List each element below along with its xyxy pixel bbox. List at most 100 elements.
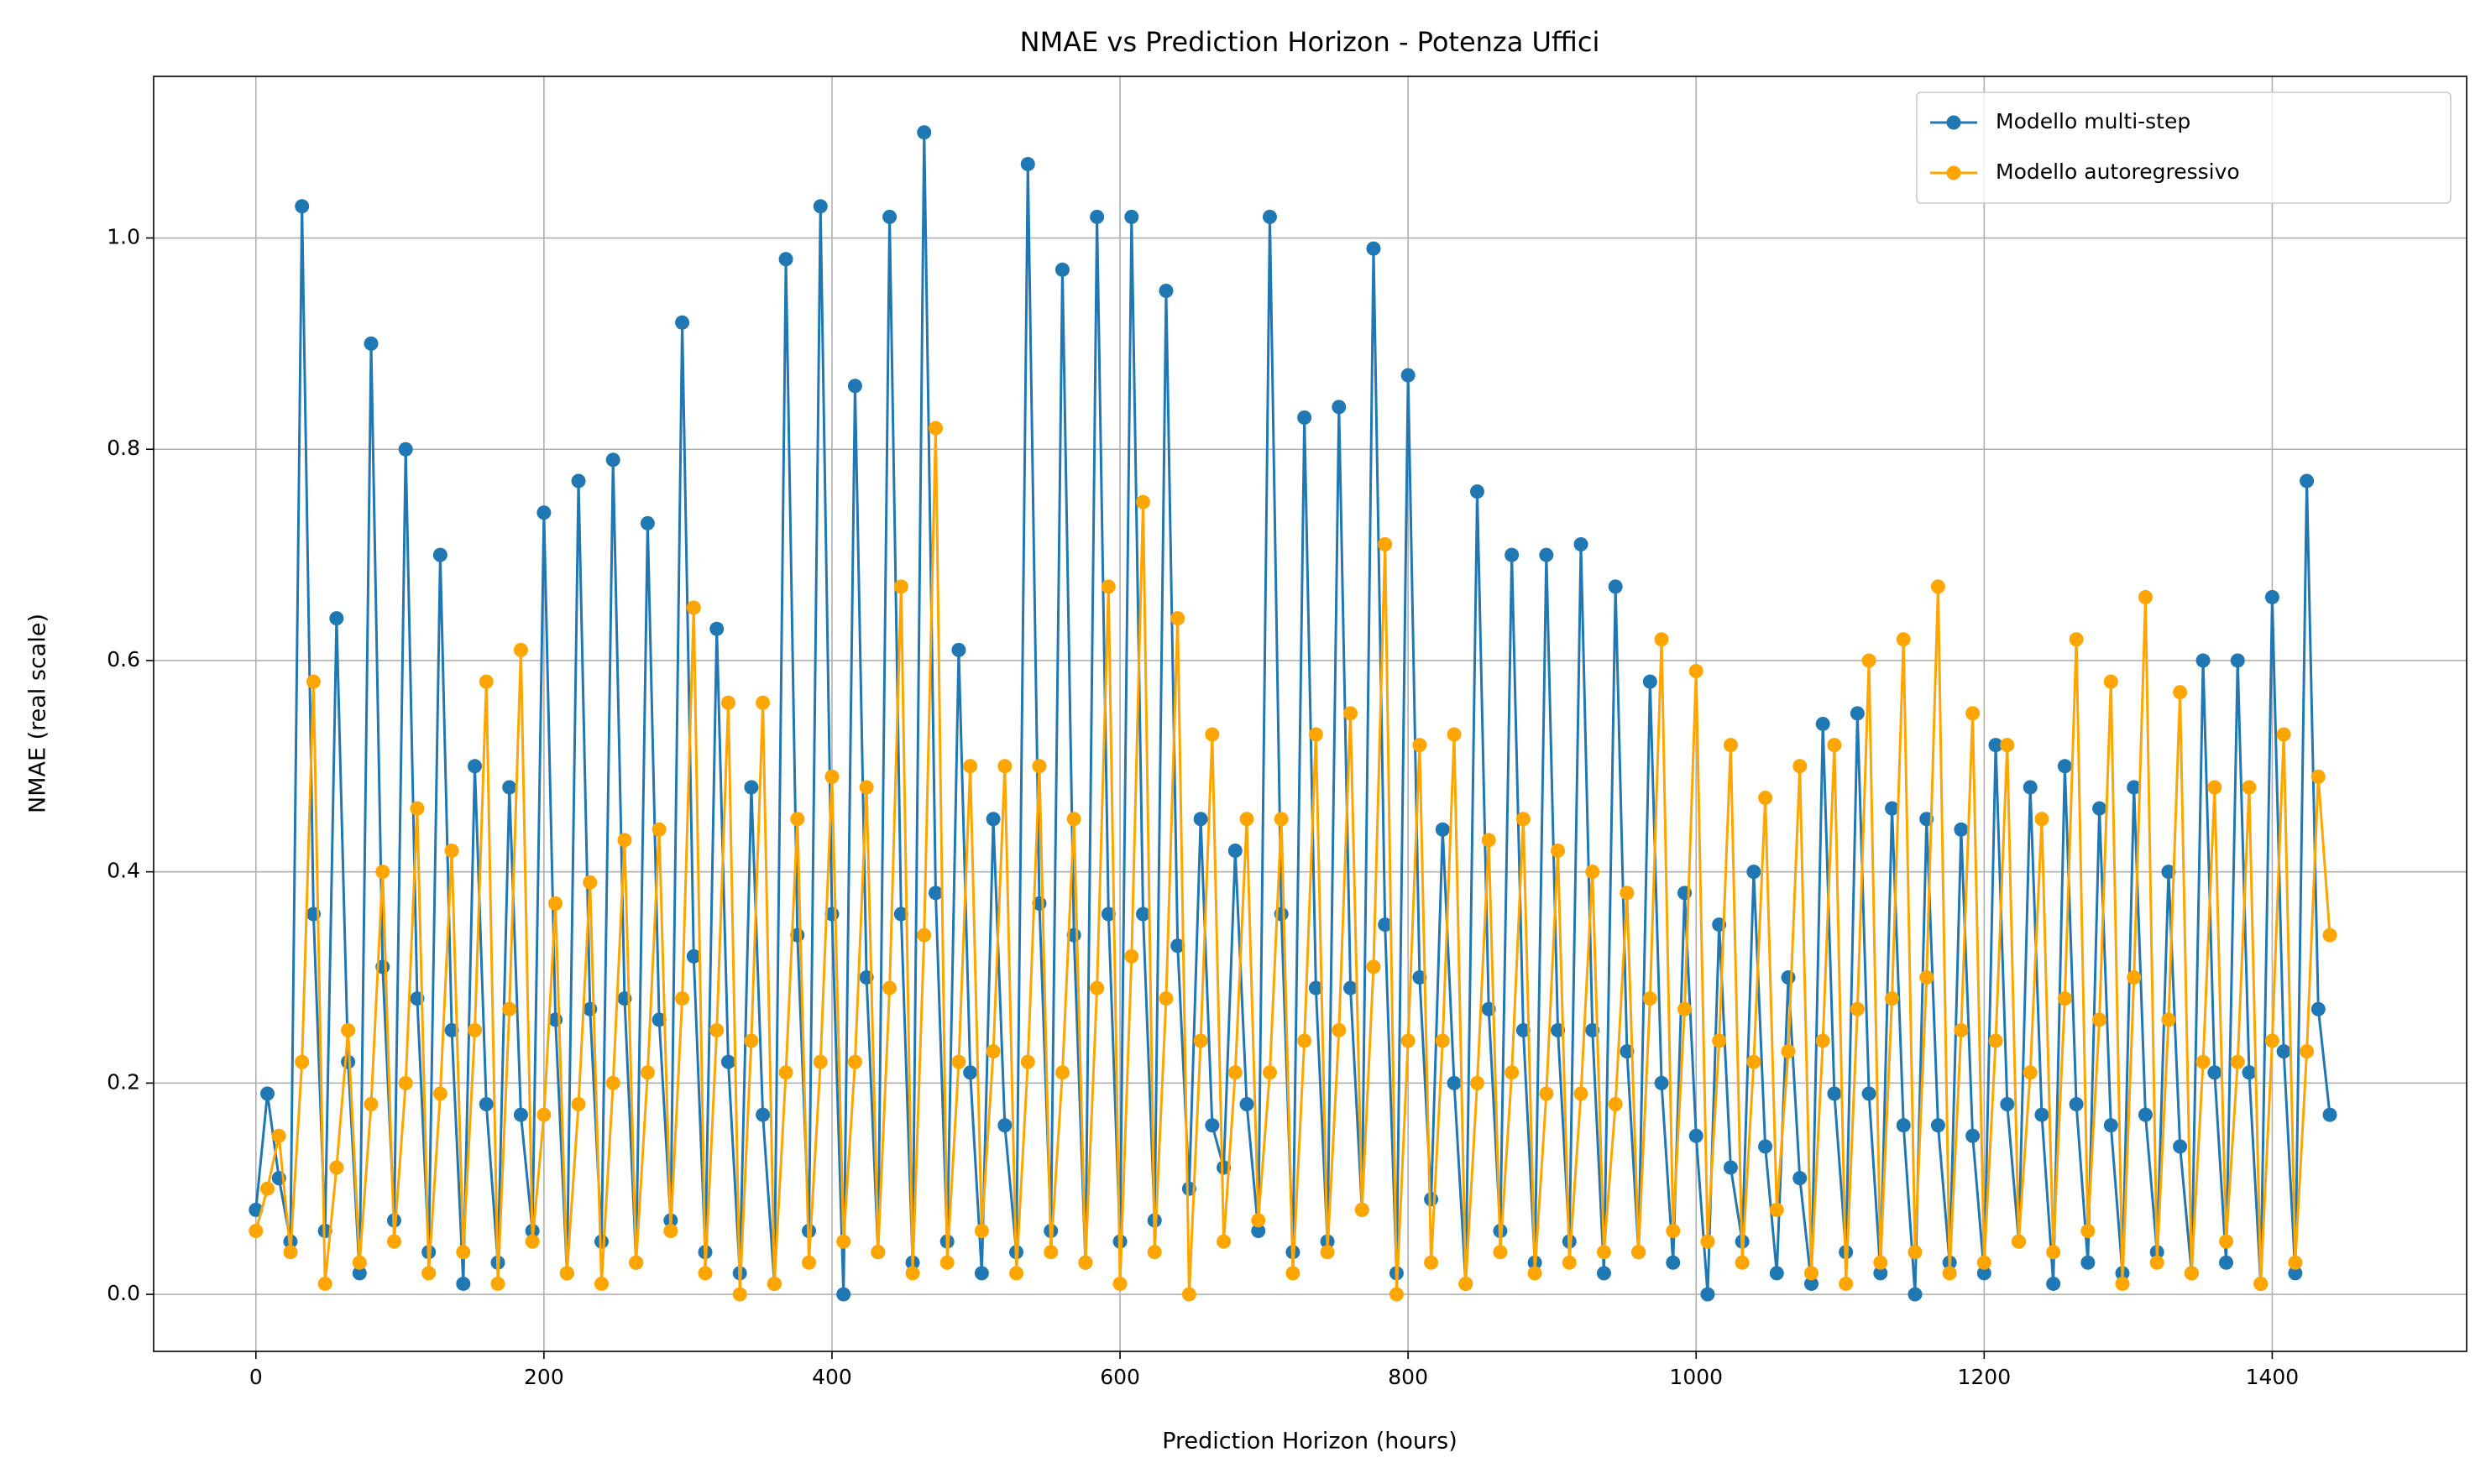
data-point [283,1245,298,1260]
data-point [2103,674,2118,689]
data-point [1769,1202,1784,1217]
data-point [1688,664,1703,679]
data-point [1885,991,1900,1006]
data-point [571,473,586,489]
data-point [432,547,447,562]
data-point [1620,1044,1635,1059]
legend-label: Modello multi-step [1996,109,2190,133]
data-point [2011,1234,2026,1249]
series [249,421,2337,1302]
data-point [536,1107,552,1122]
x-tick-label: 200 [524,1365,564,1389]
data-point [1170,611,1185,626]
data-point [1677,1001,1693,1016]
data-point [2046,1245,2061,1260]
data-point [1700,1287,1715,1302]
data-point [744,780,759,795]
data-point [1378,917,1393,933]
data-point [1792,759,1808,774]
data-point [479,674,494,689]
data-point [1723,1160,1738,1175]
data-point [513,1107,528,1122]
data-point [341,1022,356,1037]
data-point [1020,156,1035,171]
data-point [410,801,425,816]
data-point [2149,1255,2164,1270]
x-axis-label: Prediction Horizon (hours) [1162,1429,1457,1455]
data-point [2103,1118,2118,1133]
data-point [1803,1276,1819,1291]
data-point [675,991,690,1006]
data-point [2000,738,2015,753]
data-point [686,948,701,964]
data-point [1054,1065,1070,1080]
data-point [2127,969,2142,985]
data-point [1873,1266,1888,1281]
data-point [1159,283,1174,298]
data-point [1954,1022,1969,1037]
chart-title: NMAE vs Prediction Horizon - Potenza Uff… [1020,26,1600,58]
data-point [1758,1139,1773,1154]
data-point [1539,547,1554,562]
data-point [1469,1075,1484,1090]
data-point [1527,1266,1542,1281]
data-point [605,1075,620,1090]
data-point [2230,653,2245,668]
data-point [1735,1255,1750,1270]
data-point [882,980,897,995]
data-point [778,1065,793,1080]
data-point [1447,1075,1462,1090]
data-point [997,1118,1013,1133]
legend-label: Modello autoregressivo [1996,159,2240,184]
data-point [1147,1245,1162,1260]
data-point [548,896,563,911]
data-point [1193,812,1208,827]
data-point [432,1086,447,1101]
data-point [640,515,655,530]
data-point [2207,1065,2222,1080]
data-point [2127,780,2142,795]
data-point [2092,1012,2107,1027]
data-point [2230,1054,2245,1069]
data-point [2069,1097,2084,1112]
data-point [859,780,874,795]
data-point [2034,812,2049,827]
data-point [1505,1065,1520,1080]
data-point [1308,727,1323,742]
data-point [1205,1118,1220,1133]
data-point [1205,727,1220,742]
data-point [928,886,943,901]
data-point [2276,727,2291,742]
data-point [1400,1033,1416,1048]
data-point [2219,1234,2234,1249]
data-point [2242,1065,2257,1080]
data-point [1262,1065,1277,1080]
data-point [444,1022,459,1037]
data-point [963,759,978,774]
data-point [2023,1065,2038,1080]
data-point [421,1266,437,1281]
legend-box [1916,91,2452,204]
data-point [1090,980,1105,995]
data-point [790,812,805,827]
data-point [2276,1044,2291,1059]
data-point [1792,1171,1808,1186]
data-point [1861,1086,1876,1101]
data-point [629,1255,644,1270]
data-point [1343,980,1358,995]
data-point [375,865,390,880]
data-point [260,1086,275,1101]
data-point [720,1054,735,1069]
data-point [1539,1086,1554,1101]
data-point [1354,1202,1369,1217]
data-point [2310,1001,2326,1016]
x-tick-label: 400 [812,1365,852,1389]
data-point [1378,537,1393,552]
data-point [2184,1266,2199,1281]
data-point [813,199,828,214]
data-point [1101,579,1116,594]
data-point [502,1001,517,1016]
data-point [813,1054,828,1069]
data-point [640,1065,655,1080]
data-point [1308,980,1323,995]
